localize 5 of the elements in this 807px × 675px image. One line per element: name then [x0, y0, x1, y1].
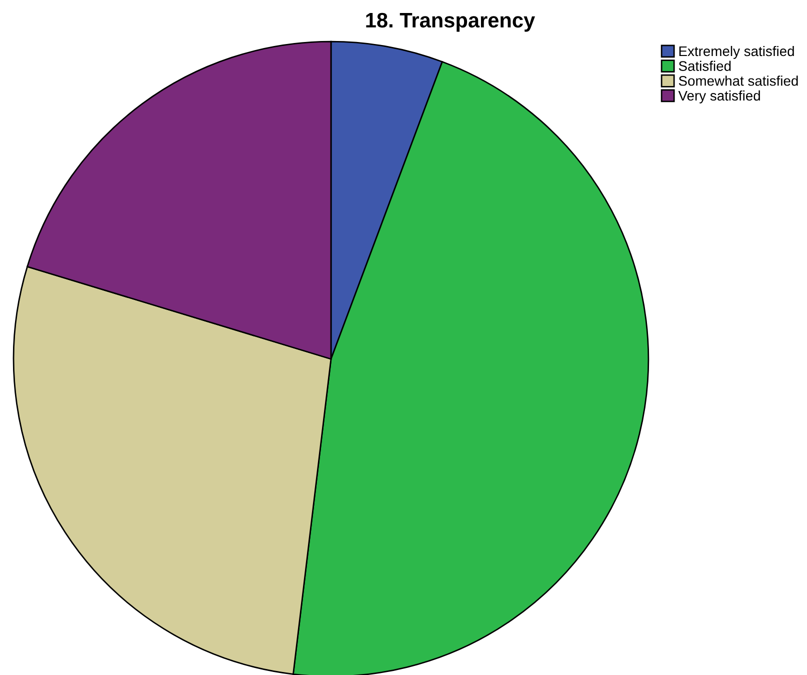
chart-title: 18. Transparency	[366, 12, 536, 32]
legend-label: Satisfied	[678, 60, 731, 71]
legend-label: Extremely satisfied	[679, 46, 794, 59]
legend-label: Very satisfied	[678, 90, 760, 104]
legend-label: Somewhat satisfied	[678, 76, 798, 86]
